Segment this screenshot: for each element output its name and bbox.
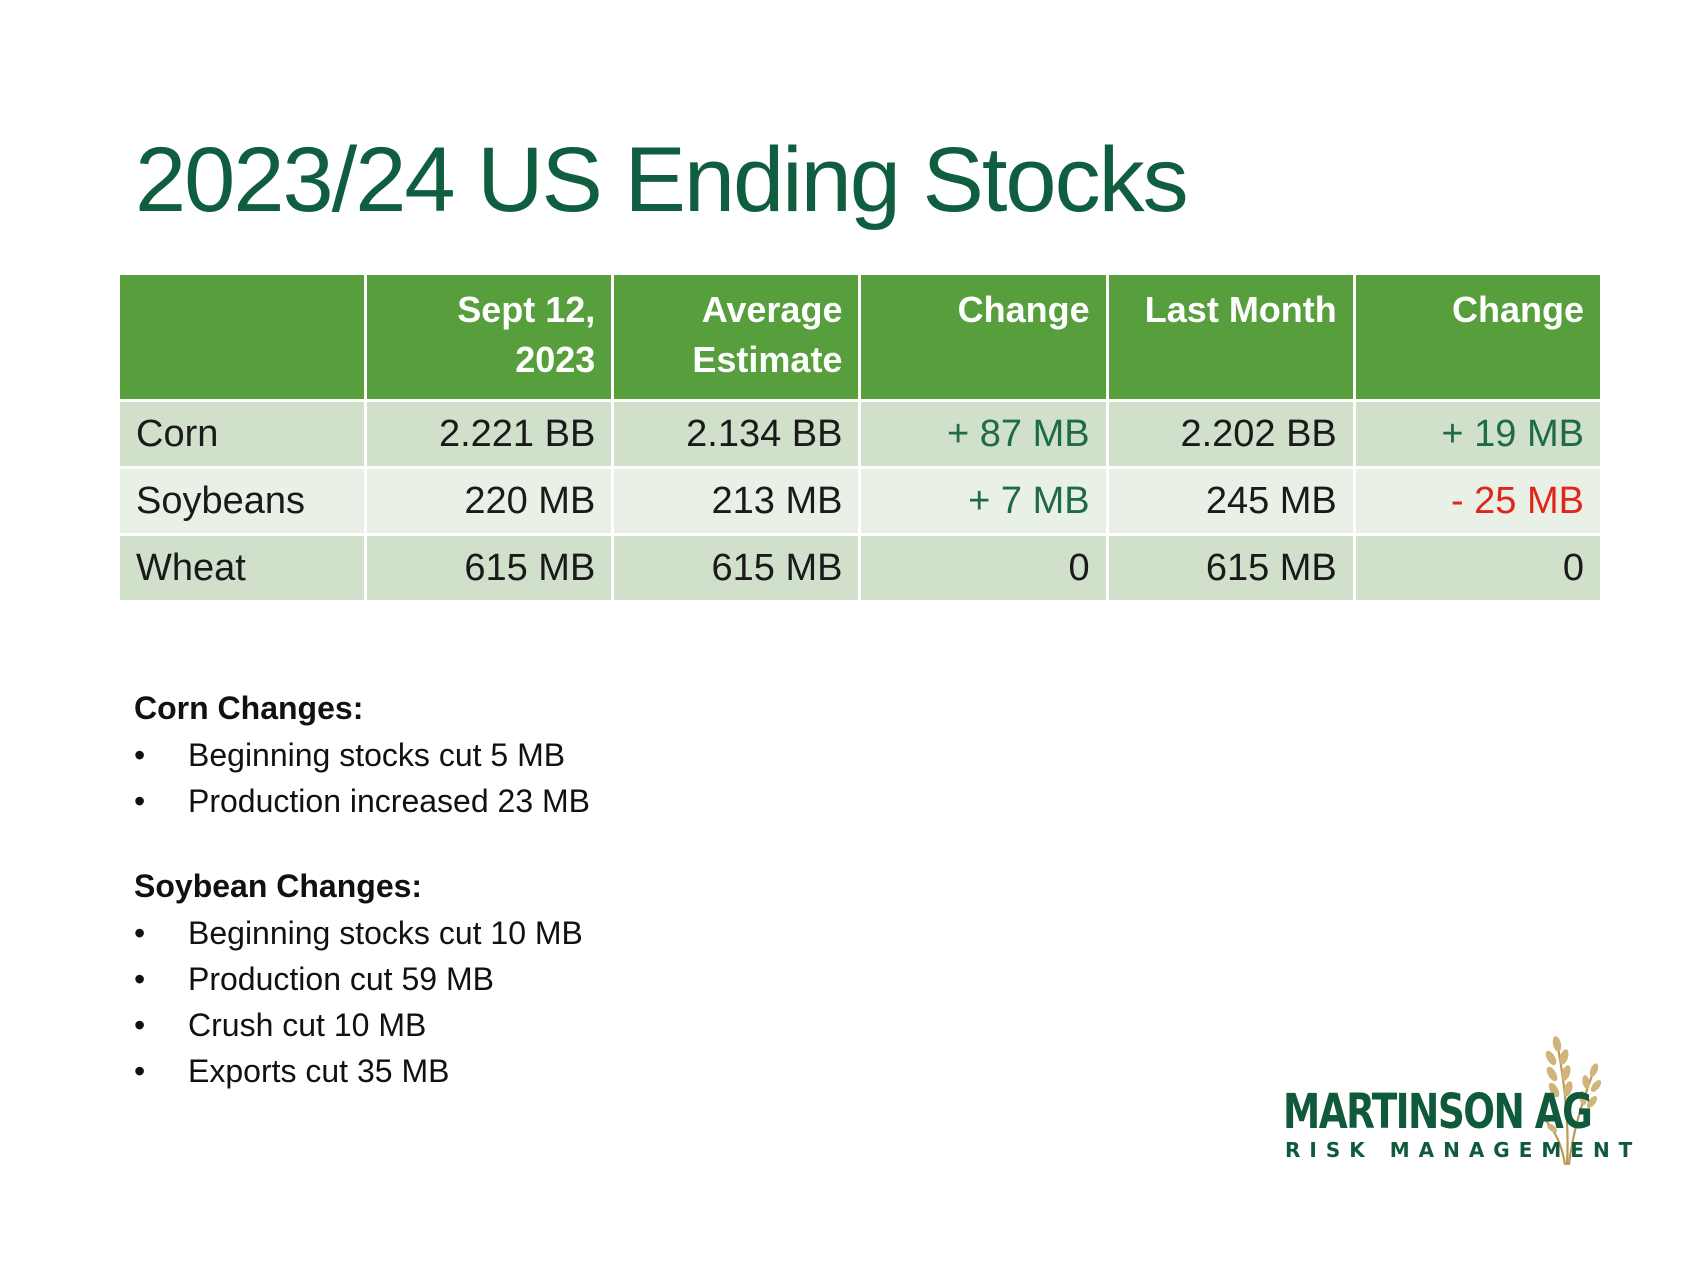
cell-change-vs-estimate: 0 — [858, 533, 1109, 603]
bullet: • — [134, 961, 146, 997]
cell-change-vs-estimate: + 7 MB — [858, 466, 1109, 536]
slide-title: 2023/24 US Ending Stocks — [135, 129, 1189, 231]
list-item: • Production increased 23 MB — [134, 778, 590, 824]
cell-change-vs-last-month: + 19 MB — [1352, 399, 1604, 469]
list-item: • Crush cut 10 MB — [134, 1002, 590, 1048]
list-item-text: Beginning stocks cut 5 MB — [188, 737, 566, 773]
cell-average-estimate: 213 MB — [611, 466, 862, 536]
table-row-soybeans: Soybeans 220 MB 213 MB + 7 MB 245 MB - 2… — [116, 466, 1604, 536]
list-item: • Production cut 59 MB — [134, 956, 590, 1002]
cell-sept-12: 220 MB — [364, 466, 615, 536]
corn-changes-list: • Beginning stocks cut 5 MB • Production… — [134, 732, 590, 824]
table-header-row: Sept 12, 2023 Average Estimate Change La… — [116, 272, 1604, 402]
cell-commodity: Corn — [116, 399, 368, 469]
list-item: • Beginning stocks cut 10 MB — [134, 910, 590, 956]
bullet: • — [134, 915, 146, 951]
soybean-changes-heading: Soybean Changes: — [134, 868, 423, 904]
cell-commodity: Wheat — [116, 533, 368, 603]
wheat-icon — [1540, 1036, 1602, 1166]
cell-last-month: 2.202 BB — [1105, 399, 1356, 469]
logo-brand-name: MARTINSON AG — [1283, 1084, 1593, 1140]
bullet: • — [134, 737, 146, 773]
list-item-text: Crush cut 10 MB — [188, 1007, 427, 1043]
header-average-estimate: Average Estimate — [611, 272, 862, 402]
corn-changes: Corn Changes: • Beginning stocks cut 5 M… — [134, 686, 590, 824]
soybean-changes: Soybean Changes: • Beginning stocks cut … — [134, 864, 590, 1094]
logo-tagline: RISK MANAGEMENT — [1285, 1138, 1642, 1162]
header-last-month: Last Month — [1105, 272, 1356, 402]
cell-change-vs-estimate: + 87 MB — [858, 399, 1109, 469]
header-sept-12: Sept 12, 2023 — [364, 272, 615, 402]
list-item: • Exports cut 35 MB — [134, 1048, 590, 1094]
cell-average-estimate: 615 MB — [611, 533, 862, 603]
header-commodity — [116, 272, 368, 402]
martinson-ag-logo: MARTINSON AG RISK MANAGEMENT — [1283, 1030, 1632, 1170]
cell-sept-12: 2.221 BB — [364, 399, 615, 469]
soybean-changes-list: • Beginning stocks cut 10 MB • Productio… — [134, 910, 590, 1094]
cell-commodity: Soybeans — [116, 466, 368, 536]
header-change-vs-last-month: Change — [1352, 272, 1604, 402]
list-item-text: Production cut 59 MB — [188, 961, 494, 997]
cell-change-vs-last-month: 0 — [1352, 533, 1604, 603]
changes-notes: Corn Changes: • Beginning stocks cut 5 M… — [134, 686, 590, 1094]
bullet: • — [134, 1007, 146, 1043]
cell-change-vs-last-month: - 25 MB — [1352, 466, 1604, 536]
cell-last-month: 615 MB — [1105, 533, 1356, 603]
bullet: • — [134, 1053, 146, 1089]
table-row-wheat: Wheat 615 MB 615 MB 0 615 MB 0 — [116, 533, 1604, 603]
list-item: • Beginning stocks cut 5 MB — [134, 732, 590, 778]
list-item-text: Production increased 23 MB — [188, 783, 590, 819]
list-item-text: Beginning stocks cut 10 MB — [188, 915, 583, 951]
header-change-vs-estimate: Change — [858, 272, 1109, 402]
list-item-text: Exports cut 35 MB — [188, 1053, 450, 1089]
cell-sept-12: 615 MB — [364, 533, 615, 603]
cell-average-estimate: 2.134 BB — [611, 399, 862, 469]
table-row-corn: Corn 2.221 BB 2.134 BB + 87 MB 2.202 BB … — [116, 399, 1604, 469]
bullet: • — [134, 783, 146, 819]
corn-changes-heading: Corn Changes: — [134, 690, 364, 726]
cell-last-month: 245 MB — [1105, 466, 1356, 536]
ending-stocks-table: Sept 12, 2023 Average Estimate Change La… — [116, 272, 1604, 603]
